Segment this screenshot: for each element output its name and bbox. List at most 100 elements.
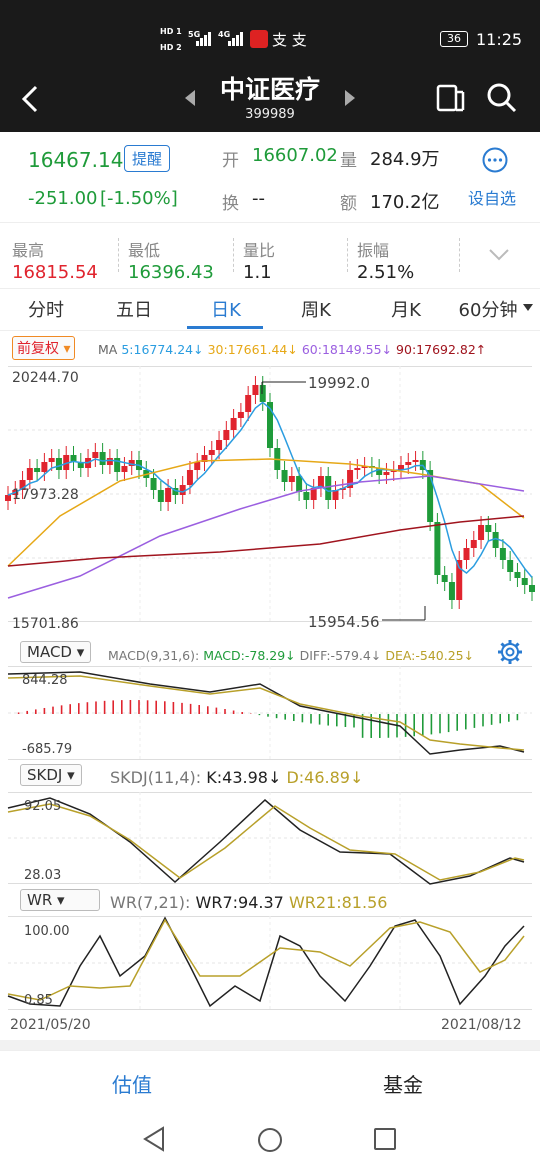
add-favorite-button[interactable]: 设自选 [468, 189, 517, 208]
candle-body [521, 578, 528, 585]
clock: 11:25 [476, 30, 523, 49]
divider [0, 330, 540, 331]
remind-button[interactable]: 提醒 [124, 145, 171, 172]
amount-label: 额 [340, 194, 357, 214]
system-nav-bar [0, 1110, 540, 1170]
candle-body [441, 575, 448, 582]
date-end: 2021/08/12 [441, 1017, 522, 1033]
macd-params: MACD(9,31,6): [108, 648, 200, 663]
candle-body [448, 582, 455, 600]
divider [0, 222, 540, 223]
candle-body [398, 465, 404, 470]
stock-title: 中证医疗 [219, 75, 320, 104]
kline-chart[interactable] [0, 366, 540, 636]
back-triangle-icon[interactable] [142, 1126, 166, 1152]
low-annotation: 15954.56 [308, 613, 380, 631]
price-axis-top: 20244.70 [12, 370, 79, 386]
candle-body [325, 476, 332, 500]
date-start: 2021/05/20 [10, 1017, 91, 1033]
ma5-line [7, 401, 533, 578]
tab-weekly-k[interactable]: 周K [301, 300, 331, 321]
wr21-line [7, 918, 525, 1001]
candle-body [41, 462, 48, 472]
candle-body [412, 460, 419, 462]
stat-low-label: 最低 [128, 241, 161, 260]
wr-selector[interactable]: WR ▾ [20, 889, 100, 911]
candle-body [376, 468, 383, 475]
tab-daily-k[interactable]: 日K [211, 300, 241, 321]
wr7-value: WR7:94.37 [195, 893, 284, 912]
fund-button[interactable]: 基金 [383, 1073, 423, 1097]
stock-code: 399989 [245, 107, 295, 122]
wr21-value: WR21:81.56 [288, 893, 388, 912]
candle-body [70, 455, 77, 462]
tab-five-day[interactable]: 五日 [116, 300, 152, 321]
skdj-params: SKDJ(11,4): [110, 768, 202, 787]
skdj-chart[interactable] [0, 792, 540, 886]
candle-body [499, 548, 506, 560]
candle-body [354, 468, 361, 470]
tab-dropdown-icon[interactable] [523, 304, 533, 312]
candle-body [470, 540, 477, 548]
valuation-button[interactable]: 估值 [112, 1073, 152, 1097]
back-icon[interactable] [20, 84, 42, 114]
tab-60min[interactable]: 60分钟 [458, 300, 518, 321]
candle-body [165, 488, 172, 502]
signal-icon-2 [228, 32, 243, 46]
switch-layout-icon[interactable] [436, 82, 466, 114]
recents-square-icon[interactable] [373, 1127, 397, 1151]
prev-stock-icon[interactable] [184, 90, 196, 106]
ma90-value: 90:17692.82↑ [396, 342, 487, 357]
candle-body [223, 430, 230, 440]
nav-bar: 中证医疗 399989 [0, 66, 540, 132]
macd-chart[interactable] [0, 666, 540, 762]
candle-body [310, 488, 317, 500]
signal-5g-label: 5G [188, 30, 201, 39]
candle-body [514, 572, 521, 578]
candle-body [216, 440, 223, 450]
section-gap [0, 1040, 540, 1050]
candle-body [5, 495, 11, 501]
wr-chart[interactable] [0, 916, 540, 1012]
macd-selector[interactable]: MACD ▾ [20, 641, 92, 663]
candle-body [252, 385, 259, 395]
candle-body [194, 462, 201, 470]
wr-axis-bottom: 0.85 [24, 993, 53, 1008]
candle-body [405, 462, 412, 465]
candle-body [478, 525, 485, 540]
battery-level: 36 [447, 32, 461, 45]
adjust-dropdown[interactable]: 前复权 ▾ [12, 336, 76, 360]
candle-body [485, 525, 492, 532]
candle-body [114, 458, 121, 472]
ma60-line [7, 475, 525, 599]
ma30-value: 30:17661.44↓ [207, 342, 298, 357]
stat-volratio-value: 1.1 [243, 262, 272, 283]
tab-intraday[interactable]: 分时 [28, 300, 64, 321]
ma5-value: 5:16774.24↓ [121, 342, 204, 357]
status-bar: HD 1 HD 2 5G 4G 支 支 36 11:25 [0, 0, 540, 66]
ma90-line [7, 515, 525, 567]
home-circle-icon[interactable] [256, 1126, 284, 1154]
carrier-chars: 支 支 [272, 31, 307, 49]
turnover-label: 换 [222, 194, 239, 214]
stat-high-label: 最高 [12, 241, 45, 260]
candle-body [492, 532, 499, 548]
tab-monthly-k[interactable]: 月K [391, 300, 421, 321]
candle-body [529, 585, 535, 592]
settings-gear-icon[interactable] [497, 639, 523, 665]
candle-body [361, 466, 368, 468]
divider [0, 288, 540, 289]
skdj-selector[interactable]: SKDJ ▾ [20, 764, 82, 786]
dea-value: DEA:-540.25↓ [385, 648, 475, 663]
k-line [7, 797, 525, 885]
candle-body [281, 470, 288, 482]
more-icon[interactable] [482, 147, 508, 173]
search-icon[interactable] [486, 82, 518, 114]
current-price: 16467.14 [28, 148, 124, 172]
dea-line [7, 675, 525, 751]
divider [459, 238, 460, 272]
dropdown-arrow-icon: ▾ [62, 766, 75, 784]
price-change: -251.00 [28, 188, 98, 209]
next-stock-icon[interactable] [344, 90, 356, 106]
expand-chevron-down-icon[interactable] [488, 248, 510, 262]
